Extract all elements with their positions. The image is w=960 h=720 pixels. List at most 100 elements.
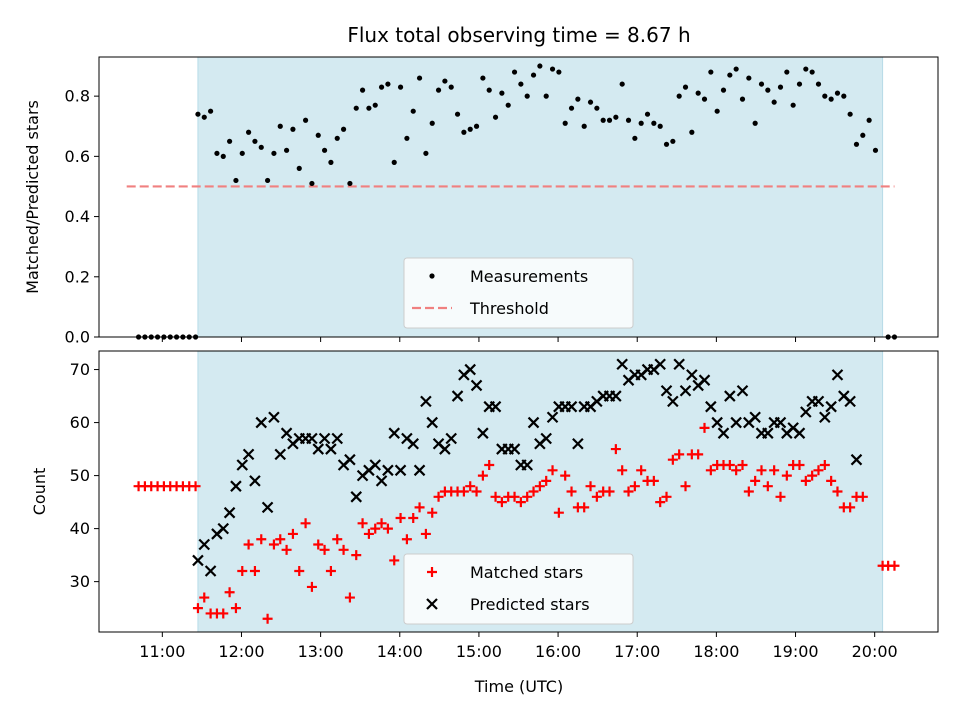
measurement-point <box>619 81 625 87</box>
predicted-point <box>420 395 432 408</box>
measurement-point <box>828 96 834 102</box>
measurement-point <box>467 126 473 132</box>
predicted-point <box>610 390 622 402</box>
matched-point <box>294 566 305 577</box>
matched-point <box>190 481 201 492</box>
matched-point <box>256 534 267 545</box>
bot-series-1 <box>192 358 863 577</box>
predicted-point <box>331 432 344 445</box>
matched-point <box>268 539 279 550</box>
predicted-point <box>521 459 533 471</box>
y-tick-label: 0.0 <box>65 328 90 347</box>
measurement-point <box>334 135 340 141</box>
measurement-point <box>442 78 448 84</box>
measurement-point <box>600 117 606 123</box>
predicted-point <box>489 400 502 413</box>
predicted-point <box>236 459 249 471</box>
measurement-point <box>359 87 366 93</box>
matched-point <box>363 528 374 539</box>
legend-label: Threshold <box>469 299 549 318</box>
measurement-point <box>277 123 283 129</box>
measurement-point <box>416 75 423 81</box>
predicted-point <box>375 475 388 487</box>
matched-point <box>775 491 786 502</box>
predicted-point <box>730 416 742 429</box>
measurement-point <box>790 102 796 108</box>
measurement-point <box>549 66 556 72</box>
matched-point <box>762 481 773 492</box>
predicted-point <box>426 416 439 429</box>
measurement-point <box>568 105 575 111</box>
matched-point <box>655 497 666 508</box>
measurement-point <box>682 84 689 90</box>
measurement-point <box>302 117 309 123</box>
legend-marker-predicted <box>426 598 438 610</box>
measurement-point <box>746 75 752 81</box>
legend-label: Matched stars <box>470 563 583 582</box>
predicted-point <box>223 506 236 519</box>
matched-point <box>357 518 368 529</box>
measurement-point <box>378 84 385 90</box>
matched-point <box>458 486 469 497</box>
measurement-point <box>454 111 461 117</box>
predicted-point <box>268 411 280 424</box>
predicted-point <box>249 475 261 487</box>
measurement-point <box>733 66 739 72</box>
measurement-point <box>226 138 233 144</box>
matched-point <box>845 502 856 513</box>
predicted-point <box>844 395 856 408</box>
measurement-point <box>372 102 378 108</box>
measurement-point <box>480 75 486 81</box>
matched-point <box>667 454 678 465</box>
measurement-point <box>473 123 480 129</box>
measurement-point <box>435 87 442 93</box>
measurement-point <box>429 120 435 126</box>
matched-point <box>591 491 602 502</box>
matched-point <box>351 550 362 561</box>
matched-point <box>313 539 324 550</box>
matched-point <box>819 459 830 470</box>
legend-marker-measurements <box>429 273 435 279</box>
measurement-point <box>309 180 315 187</box>
measurement-point <box>391 159 397 165</box>
predicted-point <box>800 406 812 418</box>
predicted-point <box>413 464 426 477</box>
measurement-point <box>796 81 803 87</box>
measurement-point <box>347 180 353 187</box>
measurement-point <box>841 93 847 99</box>
x-tick-label: 18:00 <box>693 642 739 661</box>
matched-point <box>515 497 526 508</box>
predicted-point <box>451 390 464 402</box>
matched-point <box>680 481 691 492</box>
predicted-point <box>812 395 825 408</box>
matched-point <box>287 528 298 539</box>
measurement-point <box>505 102 511 108</box>
matched-point <box>414 502 425 513</box>
measurement-point <box>492 114 499 120</box>
matched-point <box>408 513 419 524</box>
predicted-point <box>762 427 774 439</box>
matched-point <box>705 465 716 476</box>
measurement-point <box>727 72 733 78</box>
matched-point <box>490 491 501 502</box>
predicted-point <box>445 432 457 445</box>
predicted-point <box>306 432 318 445</box>
matched-point <box>427 507 438 518</box>
matched-point <box>509 491 520 502</box>
matched-point <box>781 470 792 481</box>
measurement-point <box>518 81 524 87</box>
legend-label: Measurements <box>470 267 588 286</box>
matched-point <box>724 459 735 470</box>
measurement-point <box>214 150 220 156</box>
measurement-point <box>290 126 296 132</box>
matched-point <box>743 486 754 497</box>
matched-point <box>661 491 672 502</box>
predicted-point <box>717 427 730 439</box>
predicted-point <box>749 411 761 424</box>
legend-box <box>403 257 634 329</box>
matched-point <box>199 592 210 603</box>
measurement-point <box>739 96 746 102</box>
measurement-point <box>201 114 207 120</box>
top-series-0 <box>135 63 898 340</box>
x-tick-label: 12:00 <box>218 642 264 661</box>
